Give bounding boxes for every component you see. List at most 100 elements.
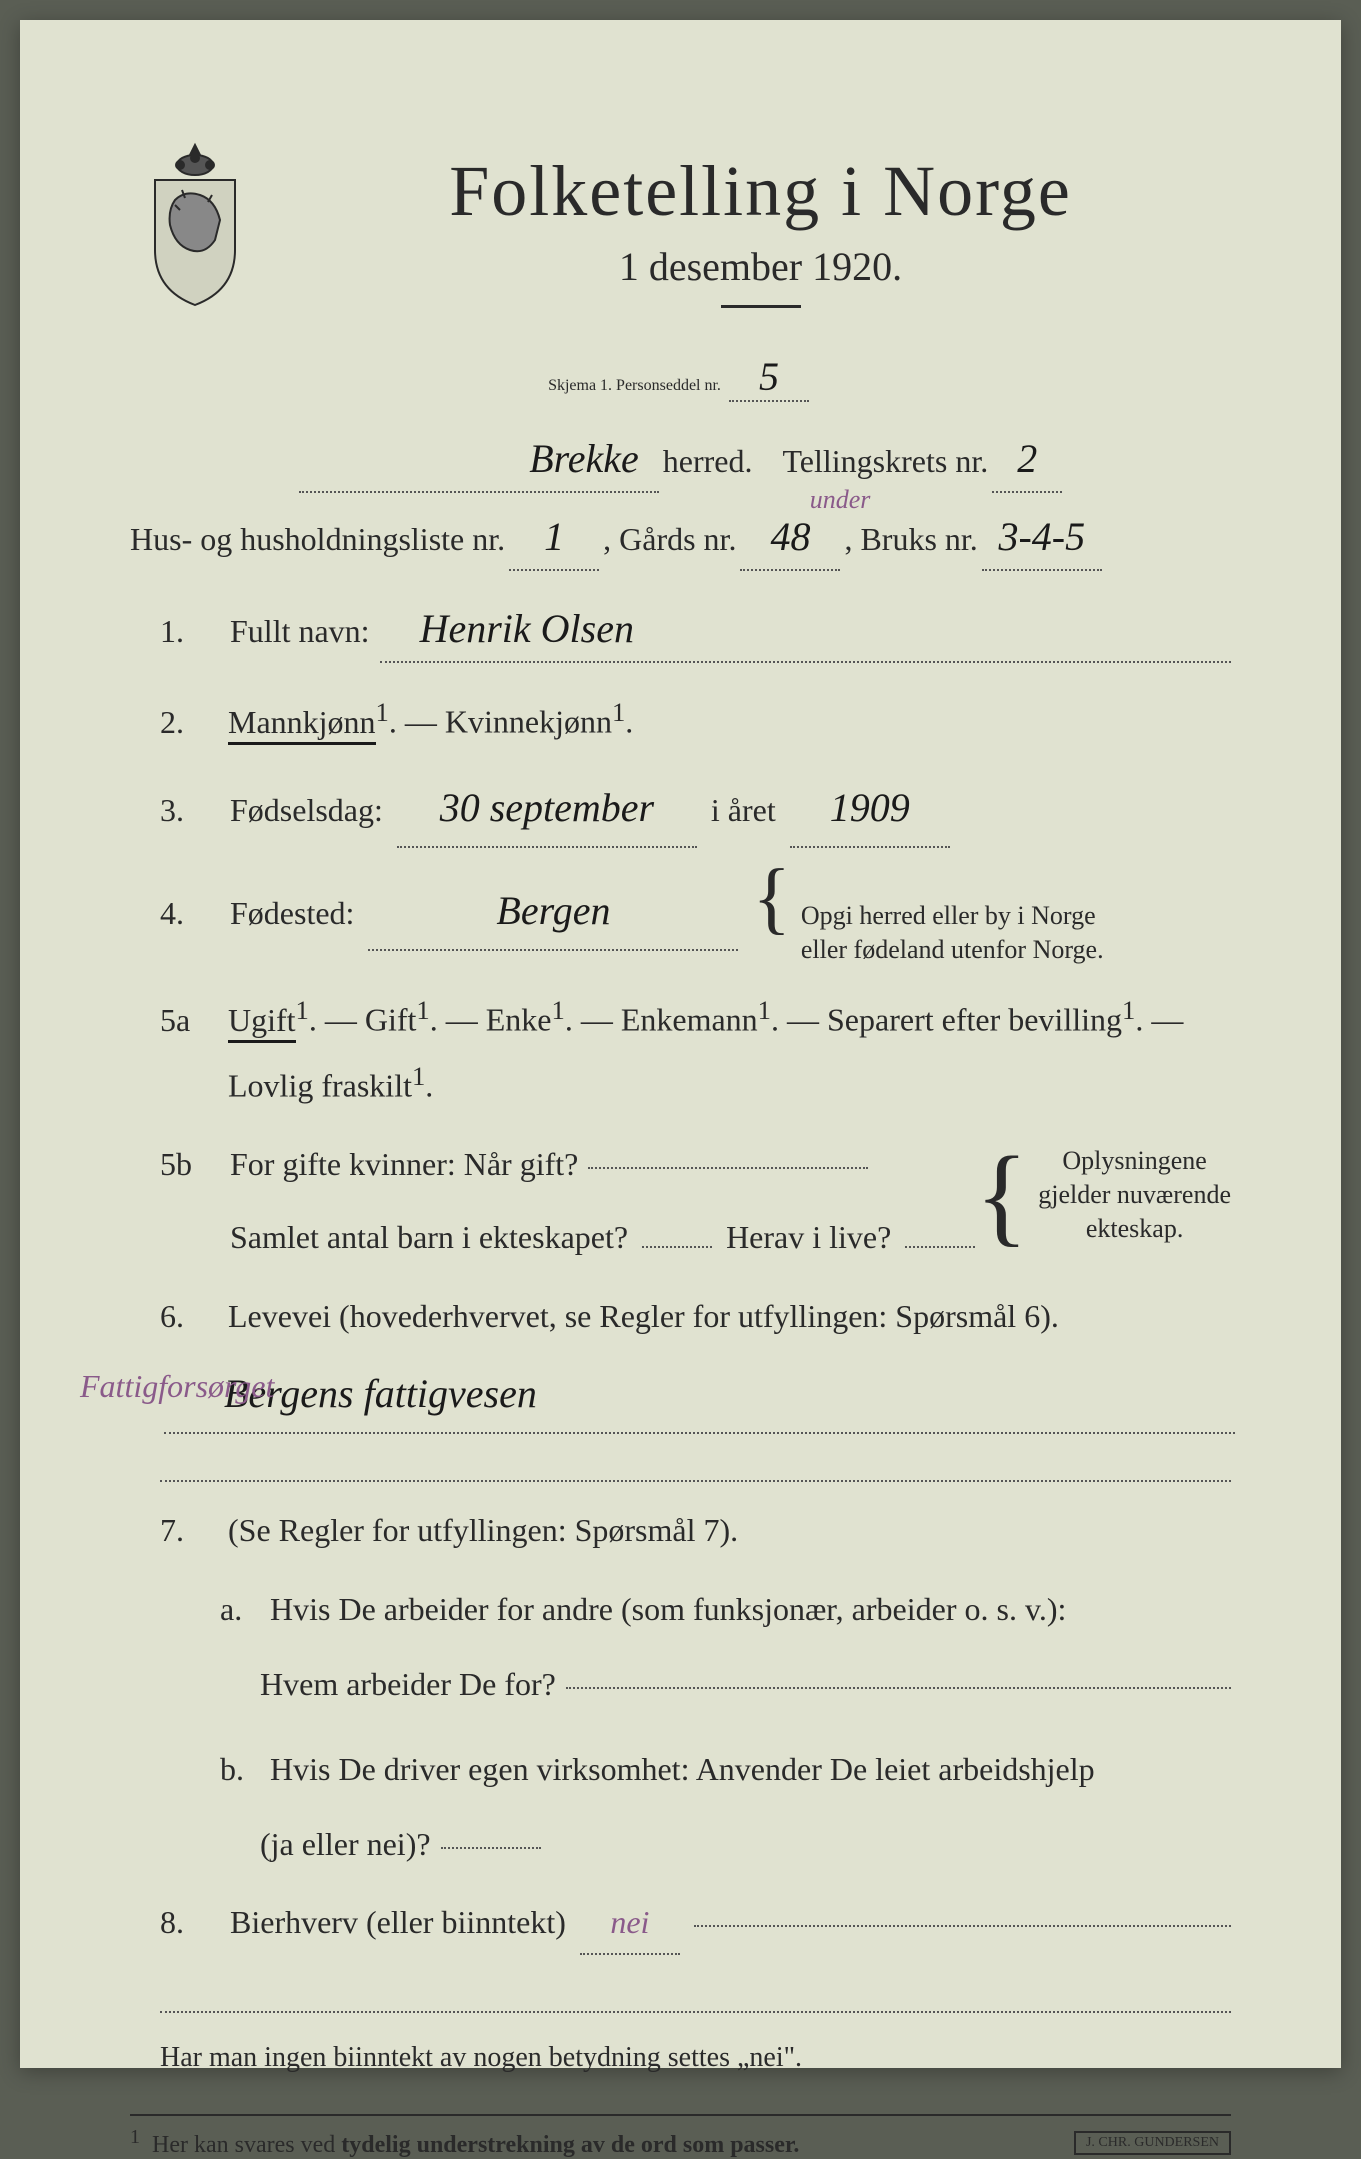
q6-margin: Fattigforsørget bbox=[80, 1356, 274, 1417]
skjema-line: Skjema 1. Personseddel nr. 5 bbox=[130, 353, 1231, 402]
q5a-o6: . — bbox=[1135, 1002, 1183, 1038]
q3: 3. Fødselsdag: 30 september i året 1909 bbox=[160, 770, 1231, 848]
q7b-q: (ja eller nei)? bbox=[260, 1814, 431, 1875]
herred-line: Brekke herred. Tellingskrets nr. 2 bbox=[130, 427, 1231, 493]
q6-value: Bergens fattigvesen bbox=[164, 1356, 1235, 1434]
q3-label: Fødselsdag: bbox=[230, 780, 383, 841]
q5b-field-c bbox=[905, 1246, 975, 1248]
bottom-note: Har man ingen biinntekt av nogen betydni… bbox=[160, 2031, 1231, 2084]
q5b: 5b For gifte kvinner: Når gift? { Oplysn… bbox=[160, 1134, 1231, 1268]
q2: 2. Mannkjønn1. — Kvinnekjønn1. bbox=[160, 687, 1231, 752]
sup: 1 bbox=[412, 1061, 425, 1091]
q2-sup-b: 1 bbox=[612, 697, 625, 727]
q5a-line2: Lovlig fraskilt bbox=[228, 1067, 412, 1103]
q6-label: Levevei (hovederhvervet, se Regler for u… bbox=[228, 1298, 1059, 1334]
title-block: Folketelling i Norge 1 desember 1920. bbox=[290, 140, 1231, 338]
brace-icon: { bbox=[975, 1151, 1028, 1239]
q4-num: 4. bbox=[160, 883, 220, 944]
q5b-note: Oplysningene gjelder nuværende ekteskap. bbox=[1038, 1144, 1231, 1245]
q4-note: Opgi herred eller by i Norge eller fødel… bbox=[801, 899, 1104, 967]
q5b-n2: gjelder nuværende bbox=[1038, 1180, 1231, 1209]
footnote: 1 Her kan svares ved tydelig understrekn… bbox=[130, 2126, 799, 2159]
q5a: 5a Ugift1. — Gift1. — Enke1. — Enkemann1… bbox=[160, 985, 1231, 1116]
q7-label: (Se Regler for utfyllingen: Spørsmål 7). bbox=[228, 1512, 738, 1548]
q7a-field bbox=[566, 1687, 1231, 1689]
q2-num: 2. bbox=[160, 692, 220, 753]
q3-day: 30 september bbox=[397, 770, 697, 848]
q4-note-a: Opgi herred eller by i Norge bbox=[801, 901, 1096, 930]
brace-icon: { bbox=[752, 866, 790, 930]
sub-title: 1 desember 1920. bbox=[290, 243, 1231, 290]
husliste-nr: 1 bbox=[509, 505, 599, 571]
bruk-label: , Bruks nr. bbox=[844, 514, 977, 565]
q5b-field-b bbox=[642, 1246, 712, 1248]
gard-nr: 48 bbox=[770, 514, 810, 559]
q5a-o5: . — Separert efter bevilling bbox=[771, 1002, 1122, 1038]
q3-mid: i året bbox=[711, 780, 776, 841]
q5a-o2: . — Gift bbox=[309, 1002, 417, 1038]
q2-mid: . — Kvinnekjønn bbox=[389, 704, 612, 740]
q7-num: 7. bbox=[160, 1500, 220, 1561]
q7: 7. (Se Regler for utfyllingen: Spørsmål … bbox=[160, 1500, 1231, 1874]
q8: 8. Bierhverv (eller biinntekt) nei bbox=[160, 1892, 1231, 1955]
q6: 6. Levevei (hovederhvervet, se Regler fo… bbox=[160, 1286, 1231, 1483]
sup: 1 bbox=[552, 995, 565, 1025]
q7b-field bbox=[441, 1847, 541, 1849]
q4-label: Fødested: bbox=[230, 883, 354, 944]
q5b-label-c: Herav i live? bbox=[726, 1207, 891, 1268]
skjema-label: Skjema 1. Personseddel nr. bbox=[548, 377, 721, 394]
q8-label: Bierhverv (eller biinntekt) bbox=[230, 1892, 566, 1953]
herred-value: Brekke bbox=[299, 427, 659, 493]
sup: 1 bbox=[416, 995, 429, 1025]
q4: 4. Fødested: Bergen { Opgi herred eller … bbox=[160, 866, 1231, 967]
footnote-area: 1 Her kan svares ved tydelig understrekn… bbox=[130, 2114, 1231, 2159]
q7b-num: b. bbox=[220, 1739, 260, 1800]
q4-note-b: eller fødeland utenfor Norge. bbox=[801, 935, 1104, 964]
sup: 1 bbox=[296, 995, 309, 1025]
footnote-text: Her kan svares ved tydelig understreknin… bbox=[152, 2132, 799, 2158]
q1-num: 1. bbox=[160, 601, 220, 662]
sup: 1 bbox=[1122, 995, 1135, 1025]
q5b-num: 5b bbox=[160, 1134, 220, 1195]
gard-label: , Gårds nr. bbox=[603, 514, 736, 565]
husliste-line: Hus- og husholdningsliste nr. 1 , Gårds … bbox=[130, 505, 1231, 571]
q5a-num: 5a bbox=[160, 990, 220, 1051]
coat-of-arms-icon bbox=[130, 140, 260, 310]
q5a-o3: . — Enke bbox=[430, 1002, 552, 1038]
q1-field: Henrik Olsen bbox=[380, 585, 1231, 663]
q5b-label-b: Samlet antal barn i ekteskapet? bbox=[230, 1207, 628, 1268]
q1: 1. Fullt navn: Henrik Olsen bbox=[160, 591, 1231, 669]
q3-year: 1909 bbox=[790, 770, 950, 848]
census-form-page: Folketelling i Norge 1 desember 1920. Sk… bbox=[20, 20, 1341, 2068]
printer-stamp: J. CHR. GUNDERSEN bbox=[1074, 2131, 1231, 2155]
q5b-n3: ekteskap. bbox=[1086, 1214, 1183, 1243]
q6-blank bbox=[160, 1442, 1231, 1482]
q8-blank bbox=[694, 1925, 1231, 1927]
footnote-num: 1 bbox=[130, 2126, 140, 2148]
gard-nr-wrap: 48 under bbox=[740, 505, 840, 571]
q4-value: Bergen bbox=[368, 873, 738, 951]
gard-note: under bbox=[810, 479, 871, 521]
q5a-o4: . — Enkemann bbox=[565, 1002, 758, 1038]
q5b-field-a bbox=[588, 1167, 868, 1169]
header: Folketelling i Norge 1 desember 1920. bbox=[130, 140, 1231, 338]
q1-value: Henrik Olsen bbox=[380, 606, 634, 651]
q5b-label-a: For gifte kvinner: Når gift? bbox=[230, 1134, 578, 1195]
q1-label: Fullt navn: bbox=[230, 601, 370, 662]
q8-blank2 bbox=[160, 1973, 1231, 2013]
q7a-num: a. bbox=[220, 1579, 260, 1640]
body: 1. Fullt navn: Henrik Olsen 2. Mannkjønn… bbox=[130, 591, 1231, 2084]
q6-num: 6. bbox=[160, 1286, 220, 1347]
main-title: Folketelling i Norge bbox=[290, 150, 1231, 233]
q5b-n1: Oplysningene bbox=[1062, 1146, 1206, 1175]
q2-end: . bbox=[625, 704, 633, 740]
q5b-brace-group: { Oplysningene gjelder nuværende ekteska… bbox=[975, 1144, 1231, 1245]
q8-num: 8. bbox=[160, 1892, 220, 1953]
divider bbox=[721, 305, 801, 308]
skjema-nr: 5 bbox=[729, 353, 809, 402]
q7b-text: Hvis De driver egen virksomhet: Anvender… bbox=[270, 1739, 1095, 1800]
husliste-label: Hus- og husholdningsliste nr. bbox=[130, 514, 505, 565]
krets-value: 2 bbox=[992, 427, 1062, 493]
q7a-q: Hvem arbeider De for? bbox=[260, 1654, 556, 1715]
bruk-nr: 3-4-5 bbox=[982, 505, 1102, 571]
